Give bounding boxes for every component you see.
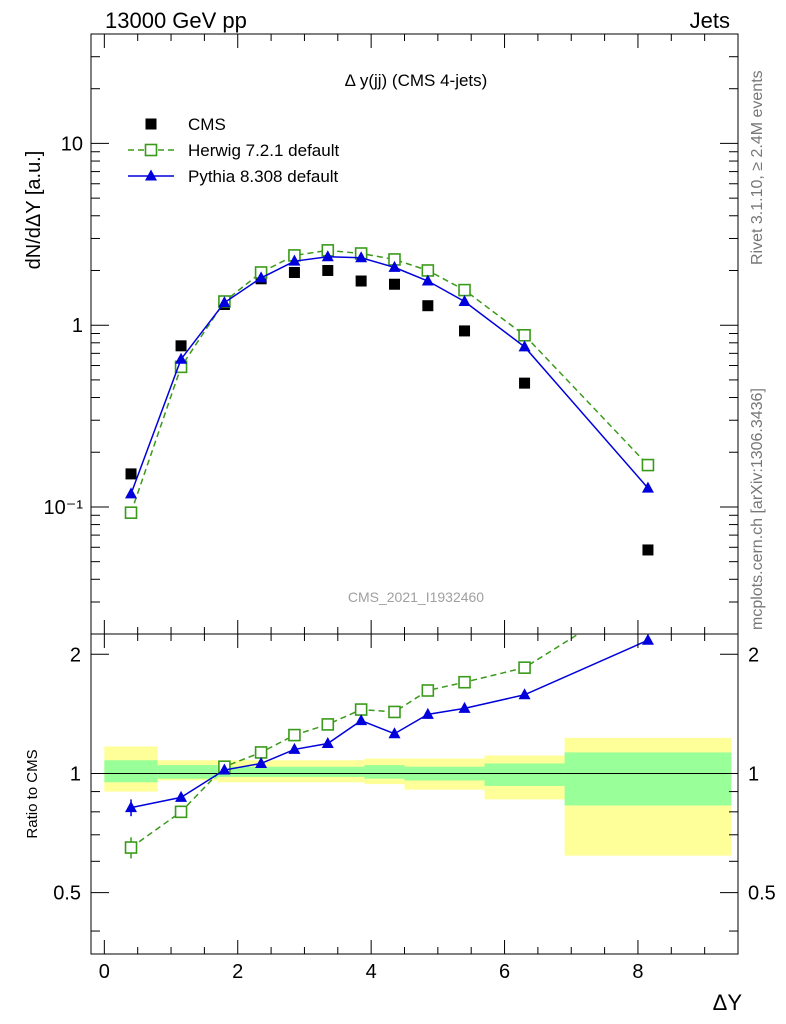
data-point-2-6	[355, 251, 368, 263]
ratio-plot-panel: 0 2 4 6 8 0.5 0.5 1 1 2 2 Ratio to CMS ΔY	[24, 585, 776, 1015]
y-tick-label-ratio: 0.5	[53, 883, 81, 905]
ratio-point-1-11	[641, 634, 654, 645]
data-point-1-10	[518, 328, 531, 342]
ratio-point-0-0	[124, 841, 138, 854]
data-point-0-5	[322, 264, 334, 276]
data-point-2-11	[641, 481, 654, 493]
data-point-0-7	[388, 278, 400, 290]
band-inner-0	[104, 760, 158, 783]
x-tick-label: 6	[499, 961, 510, 983]
ratio-point-1-0	[125, 801, 138, 813]
data-point-1-0	[124, 506, 138, 519]
data-point-2-9	[458, 295, 471, 307]
ratio-point-0-5	[321, 718, 335, 731]
legend-label-2: Pythia 8.308 default	[188, 167, 339, 186]
data-point-0-1	[175, 340, 187, 352]
y-tick-label-top: 1	[72, 315, 83, 337]
ratio-point-0-9	[458, 675, 471, 689]
x-tick-label: 4	[366, 961, 377, 983]
ratio-line-1	[130, 639, 649, 809]
x-tick-label: 8	[632, 961, 643, 983]
ratio-point-1-4	[288, 742, 301, 754]
band-inner-3	[364, 765, 405, 779]
band-inner-2	[217, 766, 365, 777]
ratio-point-1-7	[388, 727, 401, 739]
data-point-0-11	[642, 544, 654, 556]
ratio-point-1-6	[355, 714, 368, 726]
legend-marker-2	[145, 169, 157, 181]
data-point-1-11	[641, 458, 655, 472]
x-axis-label: ΔY	[713, 990, 743, 1015]
y-tick-label-top: 10	[61, 133, 83, 155]
ratio-point-0-8	[421, 684, 435, 697]
data-point-0-0	[125, 468, 137, 480]
ratio-point-1-8	[421, 707, 434, 719]
ratio-point-0-4	[288, 728, 301, 742]
data-point-0-8	[422, 300, 434, 312]
ratio-plot-frame	[90, 633, 739, 955]
header-right: Jets	[690, 8, 730, 33]
main-plot-panel: 10⁻¹ 1 10 Δ y(jj) (CMS 4-jets) CMS_2021_I1…	[23, 33, 739, 635]
legend-label-0: CMS	[188, 115, 226, 134]
ratio-point-0-3	[254, 746, 268, 759]
legend-marker-1	[144, 143, 158, 157]
y-tick-label-ratio: 2	[70, 644, 81, 666]
data-point-2-1	[175, 352, 188, 364]
band-inner-1	[157, 765, 218, 779]
ratio-point-1-3	[255, 756, 268, 768]
data-point-2-4	[288, 254, 301, 266]
data-point-2-3	[255, 271, 268, 283]
series-line-2	[130, 255, 649, 495]
data-point-2-10	[518, 340, 531, 352]
y-tick-label-ratio-right: 0.5	[748, 883, 776, 905]
ratio-point-1-5	[321, 737, 334, 749]
x-tick-label: 0	[99, 961, 110, 983]
legend-marker-0	[145, 118, 157, 130]
data-point-2-0	[125, 487, 138, 499]
data-point-2-5	[321, 250, 334, 262]
data-point-0-9	[459, 325, 471, 337]
x-tick-label: 2	[232, 961, 243, 983]
data-point-0-4	[288, 266, 300, 278]
y-tick-label-top: 10⁻¹	[44, 497, 84, 519]
ratio-point-0-10	[518, 661, 531, 674]
plot-title: Δ y(jj) (CMS 4-jets)	[345, 71, 488, 90]
ratio-point-1-9	[458, 701, 471, 713]
data-point-1-9	[458, 283, 471, 297]
header-left: 13000 GeV pp	[105, 8, 247, 33]
ratio-point-0-6	[354, 703, 368, 716]
y-tick-label-ratio: 1	[70, 763, 81, 785]
ratio-point-1-10	[518, 688, 531, 700]
y-tick-label-ratio-right: 1	[748, 763, 759, 785]
rivet-label: Rivet 3.1.10, ≥ 2.4M events	[749, 70, 766, 265]
analysis-watermark: CMS_2021_I1932460	[348, 589, 484, 605]
ratio-point-1-1	[175, 790, 188, 802]
data-point-2-8	[421, 274, 434, 286]
legend: CMS Herwig 7.2.1 default Pythia 8.308 defa…	[128, 115, 339, 186]
y-axis-label-top: dN/dΔY [a.u.]	[23, 151, 45, 270]
ratio-point-0-1	[174, 805, 188, 819]
band-inner-5	[484, 763, 565, 786]
data-point-0-10	[519, 377, 531, 389]
y-tick-label-ratio-right: 2	[748, 644, 759, 666]
y-axis-label-ratio: Ratio to CMS	[24, 749, 41, 838]
ratio-point-1-2	[218, 763, 231, 775]
data-point-1-8	[421, 264, 435, 277]
data-point-2-2	[218, 296, 231, 308]
data-point-0-6	[355, 275, 367, 287]
ratio-point-0-11	[642, 585, 653, 596]
legend-label-1: Herwig 7.2.1 default	[188, 141, 339, 160]
data-point-2-7	[388, 260, 401, 272]
ratio-point-0-7	[388, 705, 401, 719]
band-inner-6	[564, 752, 732, 806]
mcplots-label: mcplots.cern.ch [arXiv:1306.3436]	[749, 388, 766, 630]
